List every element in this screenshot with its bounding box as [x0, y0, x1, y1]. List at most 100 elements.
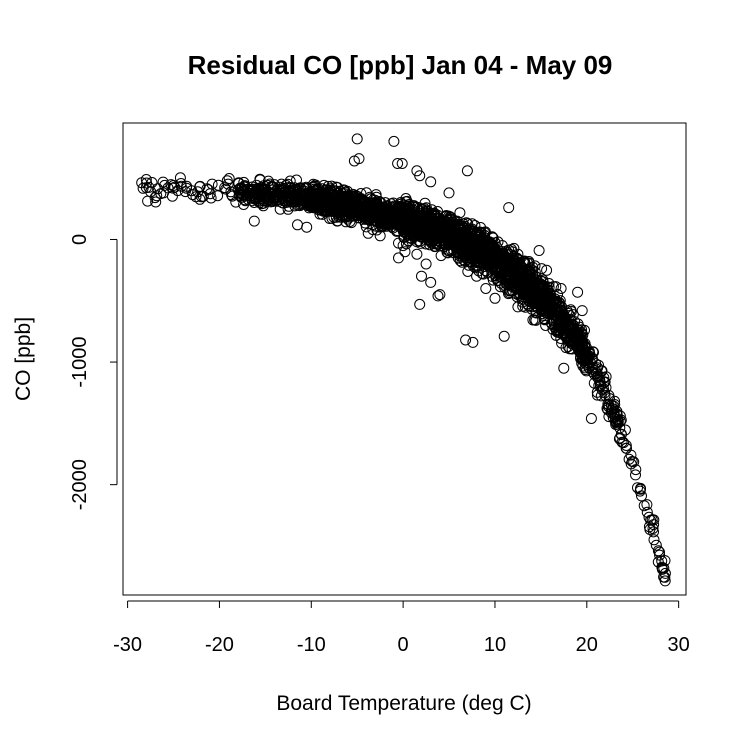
data-point: [512, 248, 524, 260]
data-point: [475, 240, 487, 252]
data-point: [506, 257, 518, 269]
data-point: [238, 199, 250, 210]
data-point: [512, 253, 524, 265]
data-point: [446, 238, 458, 249]
data-point: [609, 395, 621, 407]
data-point: [594, 376, 606, 388]
data-point: [659, 567, 671, 579]
data-point: [650, 539, 662, 551]
data-point: [181, 180, 193, 192]
data-point: [345, 205, 357, 217]
data-point: [357, 213, 369, 225]
data-point: [238, 181, 250, 193]
data-point: [388, 135, 400, 147]
data-point: [356, 194, 368, 206]
data-point: [503, 202, 515, 214]
data-point: [550, 281, 562, 293]
data-point: [443, 187, 455, 199]
data-point: [425, 176, 437, 188]
data-point: [546, 292, 557, 304]
data-point: [338, 184, 350, 196]
data-point: [552, 310, 564, 322]
data-point: [408, 205, 420, 216]
data-point: [503, 244, 515, 256]
data-point: [174, 172, 186, 184]
data-point: [219, 182, 231, 194]
data-point: [489, 292, 501, 304]
data-point: [196, 191, 208, 203]
data-point: [634, 485, 646, 497]
data-point: [467, 336, 479, 348]
data-point: [468, 251, 480, 263]
data-point: [141, 177, 153, 189]
data-point: [573, 338, 585, 350]
data-point: [414, 170, 426, 182]
data-point: [411, 201, 423, 213]
data-point: [287, 183, 298, 195]
data-point: [540, 320, 552, 331]
data-point: [555, 333, 567, 344]
x-tick-label: 0: [398, 634, 409, 656]
data-point: [233, 189, 245, 201]
y-tick-label: -1000: [69, 336, 91, 387]
data-point: [365, 201, 377, 213]
data-point: [603, 399, 615, 411]
data-point: [598, 383, 609, 395]
data-point: [278, 187, 290, 199]
data-point: [555, 283, 567, 294]
data-point: [623, 453, 635, 465]
data-point: [439, 238, 451, 250]
data-point: [255, 189, 267, 201]
data-point: [292, 219, 303, 231]
data-point: [136, 177, 148, 189]
data-point: [512, 272, 524, 284]
data-point: [292, 199, 304, 211]
data-point: [588, 377, 600, 389]
data-point: [659, 575, 671, 587]
y-tick-label: 0: [69, 234, 91, 245]
data-point: [452, 252, 464, 264]
data-point: [440, 211, 452, 222]
plot-area-frame: [122, 122, 687, 596]
data-point: [475, 236, 487, 248]
data-point: [479, 244, 490, 255]
data-point: [340, 216, 352, 228]
data-points: [136, 133, 671, 587]
data-point: [348, 210, 359, 222]
data-point: [552, 317, 564, 328]
data-point: [397, 240, 409, 252]
data-point: [457, 230, 469, 242]
data-point: [420, 224, 432, 236]
data-point: [391, 225, 403, 237]
data-point: [553, 299, 565, 311]
data-point: [509, 266, 521, 278]
data-point: [254, 173, 266, 185]
data-point: [393, 252, 404, 264]
data-point: [399, 246, 411, 258]
data-point: [459, 241, 471, 252]
data-point: [346, 198, 358, 210]
data-point: [420, 258, 432, 270]
y-axis: 0 -1000 -2000: [69, 234, 118, 510]
data-point: [414, 219, 426, 230]
data-point: [565, 335, 577, 347]
data-point: [361, 213, 373, 225]
data-point: [595, 390, 607, 402]
data-point: [427, 210, 439, 222]
x-tick-label: -30: [113, 634, 142, 656]
data-point: [612, 414, 624, 426]
data-point: [659, 555, 671, 567]
data-point: [392, 158, 404, 169]
data-point: [420, 207, 432, 219]
data-point: [596, 365, 607, 377]
data-point: [512, 301, 524, 313]
data-point: [233, 177, 245, 189]
data-point: [411, 248, 423, 260]
data-point: [618, 437, 630, 449]
data-point: [242, 187, 254, 199]
data-point: [212, 179, 224, 191]
data-point: [648, 526, 659, 538]
data-point: [309, 184, 321, 196]
data-point: [403, 221, 415, 233]
